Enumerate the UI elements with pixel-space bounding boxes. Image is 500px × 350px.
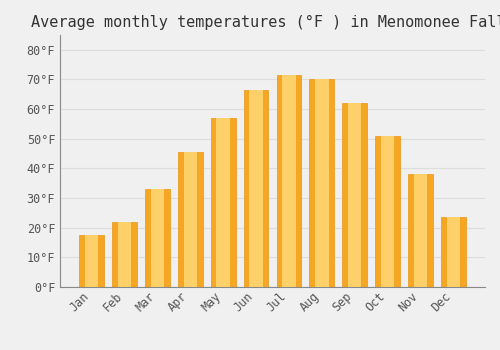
- Bar: [244, 90, 268, 287]
- Bar: [348, 103, 362, 287]
- Bar: [408, 174, 433, 287]
- Bar: [216, 118, 230, 287]
- Bar: [381, 136, 394, 287]
- Bar: [446, 217, 460, 287]
- Bar: [85, 235, 98, 287]
- Bar: [145, 189, 170, 287]
- Title: Average monthly temperatures (°F ) in Menomonee Falls: Average monthly temperatures (°F ) in Me…: [30, 15, 500, 30]
- Bar: [342, 103, 367, 287]
- Bar: [414, 174, 428, 287]
- Bar: [250, 90, 263, 287]
- Bar: [282, 75, 296, 287]
- Bar: [112, 222, 137, 287]
- Bar: [276, 75, 301, 287]
- Bar: [376, 136, 400, 287]
- Bar: [315, 79, 328, 287]
- Bar: [80, 235, 104, 287]
- Bar: [184, 152, 197, 287]
- Bar: [150, 189, 164, 287]
- Bar: [211, 118, 236, 287]
- Bar: [118, 222, 132, 287]
- Bar: [310, 79, 334, 287]
- Bar: [441, 217, 466, 287]
- Bar: [178, 152, 203, 287]
